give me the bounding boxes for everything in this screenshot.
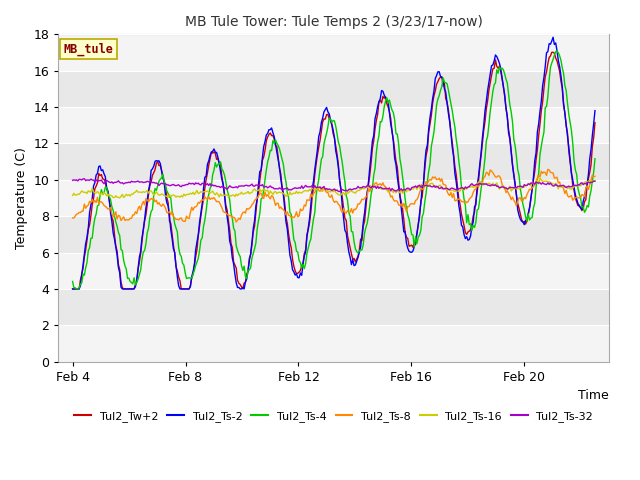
X-axis label: Time: Time: [579, 389, 609, 402]
Title: MB Tule Tower: Tule Temps 2 (3/23/17-now): MB Tule Tower: Tule Temps 2 (3/23/17-now…: [185, 15, 483, 29]
Bar: [58, 107, 609, 144]
Bar: [58, 35, 609, 71]
Bar: [58, 180, 609, 216]
Text: MB_tule: MB_tule: [64, 43, 114, 56]
Bar: [58, 325, 609, 362]
Legend: Tul2_Tw+2, Tul2_Ts-2, Tul2_Ts-4, Tul2_Ts-8, Tul2_Ts-16, Tul2_Ts-32: Tul2_Tw+2, Tul2_Ts-2, Tul2_Ts-4, Tul2_Ts…: [70, 407, 598, 426]
Y-axis label: Temperature (C): Temperature (C): [15, 147, 28, 249]
Bar: [58, 252, 609, 289]
